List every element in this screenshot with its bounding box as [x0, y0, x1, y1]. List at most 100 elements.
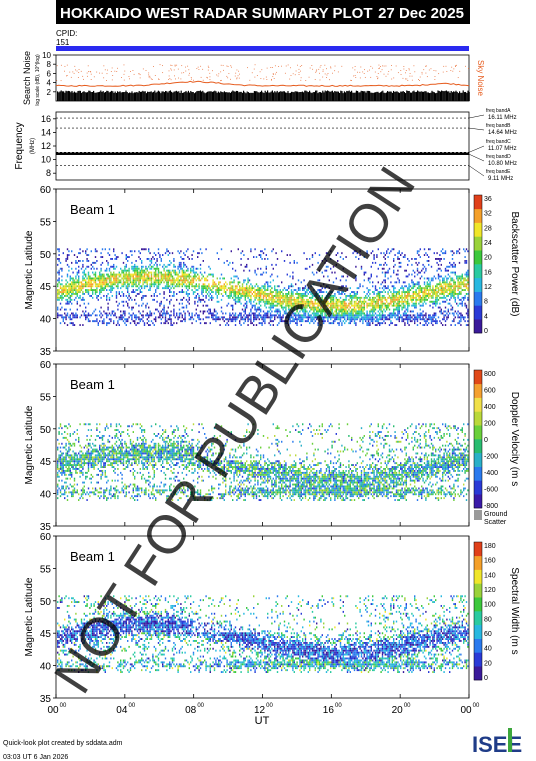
rti-point [160, 302, 162, 305]
rti-point [76, 256, 78, 258]
rti-point [370, 304, 372, 307]
rti-point [465, 324, 468, 326]
rti-point [234, 296, 237, 299]
noise-bar [413, 90, 415, 101]
rti-point [211, 312, 213, 315]
rti-point [331, 312, 333, 315]
rti-point [407, 258, 409, 260]
rti-point [328, 302, 330, 305]
rti-point [156, 281, 158, 284]
rti-point [352, 312, 354, 315]
rti-point [351, 291, 353, 293]
rti-point [246, 293, 248, 295]
rti-point [113, 287, 115, 290]
rti-point [404, 269, 406, 272]
rti-point [139, 291, 141, 293]
rti-point [412, 314, 414, 317]
rti-point [374, 296, 377, 299]
rti-point [145, 265, 147, 268]
rti-point [75, 275, 77, 278]
rti-point [178, 291, 181, 293]
noise-bar [406, 90, 408, 101]
rti-point [415, 318, 417, 321]
noise-dot [64, 65, 66, 67]
rti-point [243, 287, 245, 290]
rti-point [342, 314, 344, 317]
rti-point [267, 281, 269, 284]
rti-point [128, 279, 130, 282]
noise-bar [264, 90, 266, 101]
rti-point [387, 318, 389, 321]
rti-point [146, 302, 148, 305]
rti-point [80, 283, 83, 286]
rti-point [93, 279, 95, 282]
rti-point [331, 314, 333, 317]
rti-point [240, 258, 242, 260]
rti-point [435, 312, 437, 315]
noise-bar [161, 91, 163, 101]
rti-point [222, 316, 224, 319]
rti-point [212, 318, 214, 321]
rti-point [239, 281, 241, 284]
rti-point [233, 314, 235, 317]
rti-point [460, 291, 462, 293]
rti-point [458, 281, 461, 284]
rti-point [393, 248, 395, 251]
noise-bar [247, 92, 249, 101]
rti-point [313, 306, 315, 309]
rti-point [184, 271, 186, 274]
noise-bar [391, 92, 393, 101]
noise-dot [327, 73, 329, 74]
rti-point [311, 320, 314, 323]
rti-point [437, 291, 440, 293]
rti-point [66, 289, 69, 291]
rti-point [138, 281, 140, 284]
rti-point [283, 298, 286, 301]
rti-point [391, 285, 393, 288]
rti-point [444, 287, 447, 290]
rti-point [65, 295, 67, 297]
rti-point [282, 302, 284, 305]
noise-dot [227, 65, 229, 67]
rti-point [388, 289, 391, 291]
rti-point [467, 250, 469, 253]
rti-point [155, 273, 157, 276]
rti-point [152, 256, 154, 258]
rti-point [353, 300, 356, 303]
rti-point [253, 312, 255, 315]
rti-point [150, 267, 153, 270]
rti-point [120, 287, 122, 290]
rti-point [234, 316, 237, 319]
noise-dot [230, 78, 231, 80]
rti-point [206, 285, 209, 288]
rti-point [369, 316, 371, 319]
rti-point [213, 281, 216, 284]
rti-point [377, 293, 379, 295]
rti-point [387, 296, 389, 299]
rti-point [311, 312, 314, 315]
rti-point [283, 300, 286, 303]
rti-point [177, 281, 179, 284]
rti-point [226, 304, 228, 307]
rti-point [197, 256, 199, 258]
rti-point [225, 293, 227, 295]
rti-point [185, 304, 188, 307]
rti-point [57, 473, 59, 476]
noise-dot [426, 76, 428, 78]
rti-point [446, 285, 448, 288]
rti-point [401, 287, 403, 290]
rti-point [388, 304, 391, 307]
rti-point [59, 491, 62, 494]
rti-point [113, 322, 115, 325]
rti-point [400, 295, 402, 297]
rti-point [447, 295, 449, 297]
rti-point [362, 285, 364, 288]
rti-point [426, 277, 428, 280]
rti-point [69, 283, 71, 286]
noise-dot [266, 79, 268, 80]
rti-point [265, 298, 267, 301]
rti-point [258, 295, 260, 297]
noise-bar [178, 91, 180, 101]
rti-point [416, 312, 419, 315]
noise-bar [313, 92, 315, 101]
